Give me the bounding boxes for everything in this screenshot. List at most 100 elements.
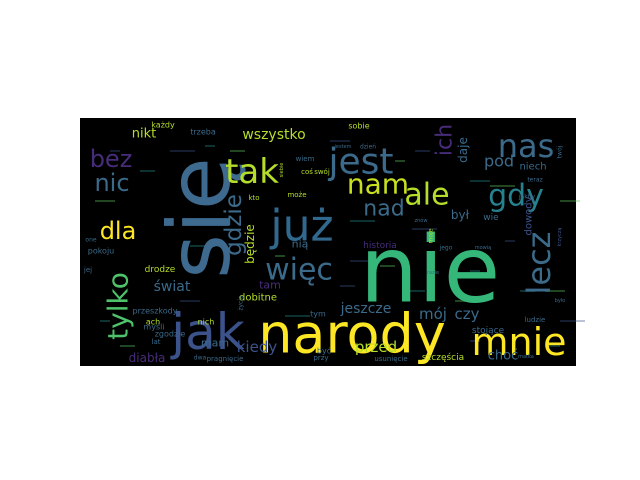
word-nic: nic — [94, 169, 129, 197]
filler-mark — [120, 345, 135, 347]
filler-mark — [350, 220, 375, 222]
word-jakby: jakby — [518, 194, 536, 201]
word-ach: ach — [146, 318, 160, 327]
word-przeszkody: przeszkody — [133, 307, 178, 316]
filler-mark — [395, 160, 405, 162]
word-kto: kto — [248, 194, 259, 202]
word-ludzie: ludzie — [525, 316, 546, 324]
word-nie: nie — [360, 217, 500, 324]
word-jak: jak — [170, 303, 245, 361]
word-ale: ale — [404, 178, 449, 213]
word-coś: coś — [301, 168, 313, 176]
word-wie: wie — [483, 213, 499, 223]
word-ich: ich — [433, 124, 458, 156]
filler-mark — [180, 300, 200, 302]
filler-mark — [190, 245, 215, 247]
filler-mark — [230, 150, 245, 152]
filler-mark — [505, 240, 515, 242]
filler-mark — [205, 145, 215, 147]
word-nas: nas — [498, 127, 555, 165]
word-przed: przed — [355, 338, 397, 356]
word-mój: mój — [419, 305, 447, 323]
word-życia: życia — [238, 295, 245, 311]
word-więc: więc — [265, 253, 333, 288]
filler-mark — [560, 200, 580, 202]
word-nikt: nikt — [132, 127, 156, 142]
word-niech: niech — [519, 162, 546, 173]
word-choć: choć — [488, 349, 519, 364]
word-kiedy: kiedy — [237, 338, 278, 356]
word-zgodzie: zgodzie — [155, 330, 186, 339]
word-moje: moje — [428, 228, 435, 243]
filler-mark — [545, 290, 565, 292]
word-lat: lat — [152, 338, 161, 346]
filler-mark — [455, 300, 480, 302]
filler-mark — [470, 180, 490, 182]
filler-mark — [285, 315, 310, 317]
filler-mark — [340, 285, 355, 287]
word-jest: jest — [327, 142, 393, 183]
word-bez: bez — [90, 145, 133, 173]
word-teraz: teraz — [527, 177, 542, 184]
word-dla: dla — [100, 217, 137, 245]
filler-mark — [520, 290, 535, 292]
filler-mark — [415, 150, 430, 152]
word-wiem: wiem — [296, 155, 315, 163]
word-gdzie: gdzie — [221, 194, 247, 256]
word-każdy: każdy — [151, 121, 175, 130]
word-tam: tam — [259, 279, 281, 292]
filler-mark — [380, 265, 395, 267]
filler-mark — [490, 185, 515, 187]
word-diabła: diabła — [129, 351, 166, 365]
wordcloud-panel — [80, 118, 576, 366]
word-tylko: tylko — [102, 272, 135, 340]
word-już: już — [269, 201, 333, 252]
word-jestem: jestem — [334, 144, 352, 150]
word-tym: tym — [310, 310, 326, 319]
word-lecz: lecz — [520, 232, 558, 295]
filler-mark — [545, 345, 560, 347]
word-pokoju: pokoju — [88, 247, 115, 256]
word-nad: nad — [363, 197, 404, 222]
word-być: być — [317, 346, 331, 356]
word-mnie: mnie — [471, 320, 566, 364]
filler-mark — [470, 270, 480, 272]
filler-mark — [110, 150, 120, 152]
word-nich: nich — [198, 318, 215, 327]
word-czy: czy — [455, 305, 480, 323]
word-szczęścia: szczęścia — [422, 352, 464, 363]
word-jeszcze: jeszcze — [340, 301, 392, 317]
word-matka: matka — [518, 354, 534, 360]
word-tak: tak — [225, 152, 279, 192]
word-historia: historia — [363, 241, 397, 251]
word-stojące: stojące — [472, 326, 505, 336]
filler-mark — [405, 290, 425, 292]
word-mowią: mowią — [475, 245, 491, 251]
filler-mark — [140, 170, 155, 172]
word-będzie: będzie — [243, 224, 257, 264]
word-nam: nam — [347, 168, 409, 201]
word-twój: twój — [557, 145, 564, 158]
word-krzyczą: krzyczą — [557, 228, 563, 247]
word-przy: przy — [313, 354, 328, 362]
filler-mark — [330, 140, 350, 142]
word-nią: nią — [292, 238, 309, 251]
word-pragnięcie: pragnięcie — [207, 355, 244, 363]
filler-mark — [170, 150, 195, 152]
word-swój: swój — [314, 168, 330, 176]
word-wszystko: wszystko — [242, 127, 305, 143]
word-usunięcie: usunięcie — [374, 355, 407, 363]
word-było: było — [555, 298, 566, 304]
word-sobie: sobie — [348, 122, 369, 131]
word-dowody: dowody — [524, 196, 535, 235]
word-jej: jej — [83, 266, 92, 274]
filler-mark — [560, 320, 585, 322]
word-dwa: dwa — [194, 355, 207, 362]
word-drodze: drodze — [145, 265, 176, 275]
filler-mark — [470, 340, 480, 342]
word-znów: znów — [415, 217, 428, 224]
word-siebie: siebie — [279, 163, 285, 178]
word-gdy: gdy — [488, 179, 544, 214]
